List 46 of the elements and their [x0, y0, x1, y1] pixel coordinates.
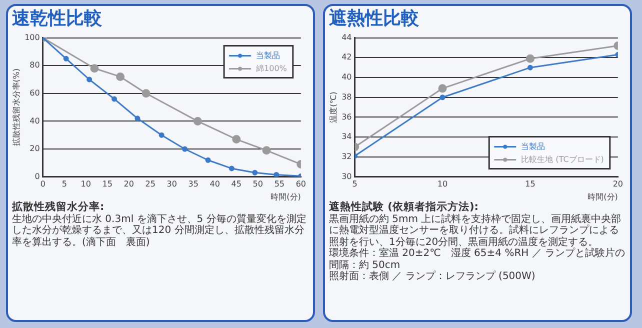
x-tick-label: 45: [231, 180, 242, 189]
x-tick-label: 55: [274, 180, 284, 189]
y-axis-title: 温度(℃): [328, 92, 338, 123]
text: 拡散性残留水分率:: [12, 201, 106, 214]
x-tick-label: 50: [252, 180, 263, 189]
x-tick-label: 15: [102, 180, 112, 189]
text: 生地の中央付近に水 0.3ml を滴下させ、5 分毎の質量変化を測定した水分が乾燥するまで、又は120 分間測定し、拡散性残留水分率を算出する。(滴下面 裏面): [12, 214, 308, 248]
y-tick-label: 100: [24, 32, 40, 42]
x-axis-title: 時間(分): [270, 192, 301, 202]
x-tick-label: 20: [612, 180, 624, 189]
x-tick-label: 35: [188, 180, 198, 189]
y-tick-label: 20: [30, 144, 40, 154]
x-tick-label: 25: [145, 180, 156, 189]
chart-title: 速乾性比較: [12, 8, 103, 30]
x-tick-label: 5: [62, 180, 67, 189]
y-tick-label: 0: [34, 172, 40, 181]
x-tick-label: 30: [166, 180, 177, 189]
y-tick-label: 42: [342, 52, 352, 62]
y-tick-label: 34: [342, 132, 352, 142]
y-tick-label: 80: [30, 60, 40, 70]
y-tick-label: 32: [342, 152, 352, 162]
text: 照射面：表側 ／ ランプ：レフランプ (500W): [329, 271, 536, 282]
y-tick-label: 40: [30, 116, 40, 126]
legend-label: 当製品: [256, 50, 280, 60]
text: 環境条件：室温 20±2℃ 湿度 65±4 %RH ／ ランプと試験片の間隔：約 50cm: [329, 248, 626, 270]
text: 黒画用紙の約 5mm 上に試料を支持枠で固定し、画用紙裏中央部に熱電対型温度センサーを取り付ける。試料にレフランプによる照射を行い、1分毎に20分間、黒画用紙の温度を測定する。: [329, 214, 622, 248]
x-tick-label: 20: [124, 180, 134, 189]
x-tick-label: 40: [210, 180, 220, 189]
x-tick-label: 15: [525, 180, 536, 189]
y-tick-label: 60: [30, 88, 40, 98]
y-tick-label: 44: [342, 32, 352, 42]
y-tick-label: 30: [342, 172, 352, 181]
y-axis-title: 拡散性残留水分率(%): [12, 68, 21, 146]
y-tick-label: 40: [342, 72, 352, 82]
y-tick-label: 36: [342, 112, 352, 122]
x-axis-title: 時間(分): [588, 192, 618, 202]
x-tick-label: 5: [352, 180, 358, 189]
legend-label: 比較生地 (TCブロード): [521, 154, 604, 164]
y-tick-label: 38: [342, 92, 352, 102]
legend-label: 当製品: [521, 142, 546, 151]
chart-title: 遮熱性比較: [329, 8, 420, 30]
x-tick-label: 10: [80, 180, 91, 189]
x-tick-label: 10: [437, 180, 448, 189]
x-tick-label: 60: [296, 180, 306, 189]
text: 遮熱性試験 (依頼者指示方法):: [329, 201, 480, 214]
legend-label: 綿100%: [255, 64, 288, 73]
